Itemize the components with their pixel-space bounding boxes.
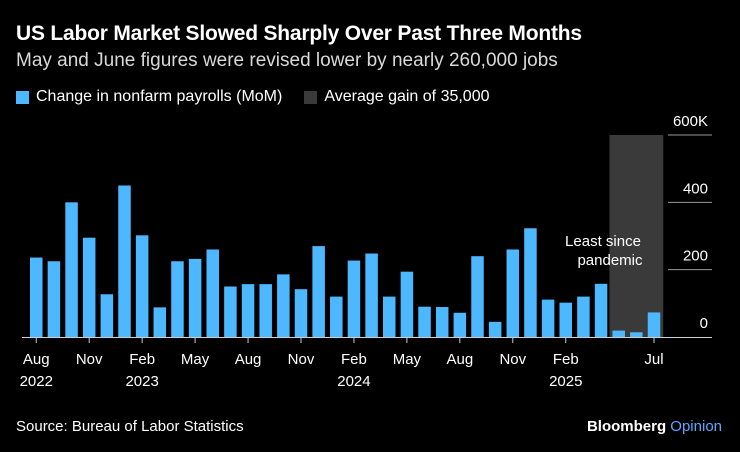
y-tick-label: 600K <box>673 113 708 130</box>
bloomberg-opinion-logo: Bloomberg Opinion <box>587 418 722 435</box>
bar-2023-01 <box>118 185 131 337</box>
bar-2024-04 <box>383 296 396 337</box>
y-tick-label: 0 <box>700 315 708 332</box>
bar-2024-02 <box>347 260 361 337</box>
x-tick-label-month: Feb <box>553 351 579 368</box>
bar-2025-03 <box>577 296 590 337</box>
bar-2022-09 <box>47 261 61 337</box>
legend-swatch-average <box>304 90 318 104</box>
x-tick-label-year: 2025 <box>549 373 582 390</box>
annotation-line-1: Least since <box>565 233 641 250</box>
legend: Change in nonfarm payrolls (MoM) Average… <box>16 88 512 106</box>
x-tick-label-month: Aug <box>23 351 50 368</box>
bar-2025-01 <box>541 299 555 337</box>
x-tick-label-month: Nov <box>499 351 526 368</box>
bar-2023-06 <box>206 249 219 337</box>
bar-2023-04 <box>171 261 184 337</box>
legend-item-average: Average gain of 35,000 <box>304 88 490 106</box>
bar-2024-01 <box>330 296 343 337</box>
bar-2023-10 <box>277 274 290 337</box>
bar-2024-06 <box>418 306 431 337</box>
average-shaded-region <box>609 135 664 337</box>
bar-2023-05 <box>188 258 202 337</box>
bar-2022-10 <box>65 202 78 337</box>
x-tick-label-month: Feb <box>341 351 367 368</box>
legend-label-average: Average gain of 35,000 <box>324 88 490 105</box>
x-tick-label-month: Aug <box>446 351 473 368</box>
bar-2023-07 <box>224 286 237 337</box>
legend-item-payrolls: Change in nonfarm payrolls (MoM) <box>16 88 282 106</box>
chart-subtitle: May and June figures were revised lower … <box>16 50 558 71</box>
bar-2025-06 <box>630 332 643 337</box>
y-tick-label: 400 <box>683 180 708 197</box>
y-tick-label: 200 <box>683 248 708 265</box>
bar-2024-08 <box>453 312 467 337</box>
source-note: Source: Bureau of Labor Statistics <box>16 418 244 435</box>
bar-2023-03 <box>153 307 167 337</box>
x-tick-label-year: 2024 <box>337 373 370 390</box>
bar-2025-04 <box>594 283 608 337</box>
x-tick-label-year: 2023 <box>125 373 158 390</box>
bar-2024-10 <box>488 321 502 337</box>
bar-2022-12 <box>100 294 114 337</box>
x-tick-label-month: Nov <box>76 351 103 368</box>
bar-2024-03 <box>365 253 378 337</box>
bar-2025-02 <box>559 302 572 337</box>
bar-2023-09 <box>259 284 272 337</box>
bar-2024-05 <box>400 271 414 337</box>
x-tick-label-month: Jul <box>644 351 663 368</box>
legend-swatch-payrolls <box>16 90 29 104</box>
x-tick-label-month: Nov <box>288 351 315 368</box>
bar-2024-07 <box>435 307 449 337</box>
bar-2025-05 <box>612 330 625 337</box>
annotation-line-2: pandemic <box>577 252 643 269</box>
bar-2024-09 <box>471 256 484 337</box>
x-tick-label-month: Feb <box>129 351 155 368</box>
bar-2023-12 <box>312 246 325 337</box>
x-tick-label-month: Aug <box>235 351 262 368</box>
bar-2024-11 <box>506 249 520 337</box>
brand-main: Bloomberg <box>586 418 667 435</box>
x-tick-label-month: May <box>181 351 210 368</box>
chart-title: US Labor Market Slowed Sharply Over Past… <box>16 22 582 45</box>
bar-2024-12 <box>524 228 537 337</box>
bar-2022-08 <box>30 257 43 337</box>
legend-label-payrolls: Change in nonfarm payrolls (MoM) <box>36 88 283 105</box>
bar-2025-07 <box>647 312 661 337</box>
bar-2023-11 <box>294 289 308 337</box>
bar-2023-02 <box>135 235 149 337</box>
bar-2022-11 <box>82 237 96 337</box>
bar-2023-08 <box>241 284 255 337</box>
x-tick-label-month: May <box>393 351 422 368</box>
x-tick-label-year: 2022 <box>20 373 53 390</box>
brand-sub: Opinion <box>670 418 722 435</box>
